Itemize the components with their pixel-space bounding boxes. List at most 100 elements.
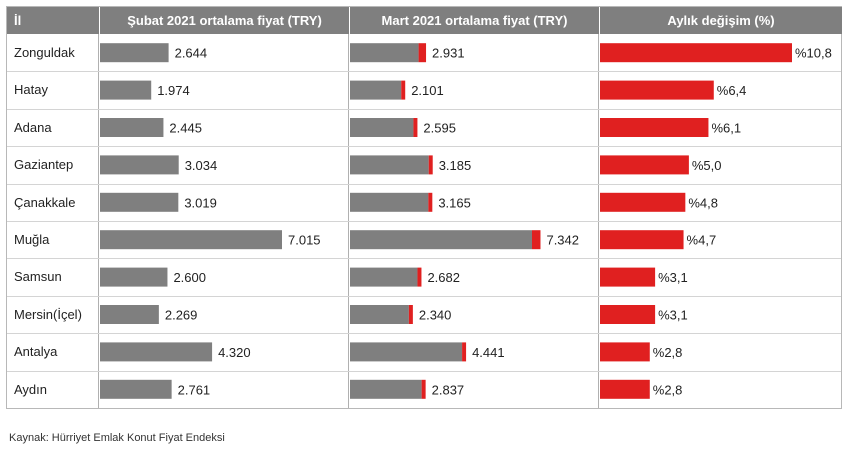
mar-price-label: 2.682 <box>427 270 460 285</box>
table-row: Antalya <box>7 333 841 370</box>
change-label: %2,8 <box>653 382 683 397</box>
mar-price-base-bar <box>350 80 402 100</box>
change-label: %6,4 <box>717 83 747 98</box>
change-label: %6,1 <box>711 121 741 136</box>
feb-price-label: 2.600 <box>173 270 206 285</box>
row-divider <box>7 108 841 110</box>
header-feb-price: Şubat 2021 ortalama fiyat (TRY) <box>99 7 349 34</box>
mar-price-base-bar <box>350 342 463 362</box>
mar-price-label: 3.185 <box>439 158 472 173</box>
table-row: Zonguldak <box>7 34 841 71</box>
bar-chart: 2.644 2.931 %10,8 1.974 2.101 %6,4 2.445 2.595%… <box>100 43 832 399</box>
change-bar <box>600 342 650 362</box>
change-bar <box>600 80 714 100</box>
mar-price-base-bar <box>350 230 532 250</box>
change-label: %3,1 <box>658 270 688 285</box>
mar-price-increase-bar <box>418 43 427 63</box>
province-name: Adana <box>14 119 52 135</box>
feb-price-bar <box>100 342 213 362</box>
header-province: İl <box>7 7 99 34</box>
feb-price-label: 4.320 <box>218 345 251 360</box>
change-bar <box>600 305 656 324</box>
row-divider <box>7 146 841 148</box>
row-divider <box>7 221 841 222</box>
feb-price-label: 7.015 <box>288 233 321 248</box>
feb-price-bar <box>100 305 159 324</box>
price-table: İl Şubat 2021 ortalama fiyat (TRY) Mart … <box>6 6 842 409</box>
change-bar <box>600 267 656 287</box>
row-divider <box>7 333 841 335</box>
table-row: Muğla <box>7 221 841 258</box>
change-label: %5,0 <box>692 158 722 173</box>
mar-price-label: 2.101 <box>411 83 444 98</box>
province-name: Samsun <box>14 269 62 285</box>
feb-price-label: 2.269 <box>165 308 198 323</box>
mar-price-increase-bar <box>428 192 433 212</box>
mar-price-increase-bar <box>421 379 426 399</box>
mar-price-label: 2.931 <box>432 46 465 61</box>
change-label: %3,1 <box>658 308 688 323</box>
row-divider <box>7 71 841 73</box>
mar-price-label: 4.441 <box>472 345 505 360</box>
mar-price-base-bar <box>350 118 414 137</box>
table-row: Çanakkale <box>7 184 841 221</box>
mar-price-label: 3.165 <box>438 195 471 210</box>
mar-price-increase-bar <box>413 118 418 137</box>
feb-price-bar <box>100 118 164 137</box>
province-name: Aydın <box>14 381 48 397</box>
change-label: %4,8 <box>688 195 718 210</box>
change-label: %4,7 <box>687 233 717 248</box>
feb-price-bar <box>100 155 179 175</box>
mar-price-label: 2.340 <box>419 308 452 323</box>
mar-price-base-bar <box>350 379 422 399</box>
change-bar <box>600 230 684 250</box>
change-bar <box>600 118 709 137</box>
mar-price-increase-bar <box>532 230 541 250</box>
feb-price-bar <box>100 43 169 63</box>
table-row: Gaziantep <box>7 146 841 183</box>
table-row: Aydın <box>7 371 841 408</box>
feb-price-label: 2.761 <box>178 382 211 397</box>
feb-price-label: 3.034 <box>185 158 218 173</box>
header-monthly-change: Aylık değişim (%) <box>599 7 842 34</box>
mar-price-increase-bar <box>428 155 433 175</box>
change-bar <box>600 379 650 399</box>
province-name: Gaziantep <box>14 157 74 173</box>
feb-price-label: 3.019 <box>184 195 217 210</box>
mar-price-increase-bar <box>401 80 406 100</box>
table-row: Samsun <box>7 258 841 295</box>
feb-price-label: 1.974 <box>157 83 190 98</box>
feb-price-bar <box>100 379 172 399</box>
mar-price-base-bar <box>350 43 419 63</box>
change-bar <box>600 192 686 212</box>
header-mar-price: Mart 2021 ortalama fiyat (TRY) <box>349 7 599 34</box>
row-divider <box>7 295 841 297</box>
table-row: Hatay <box>7 71 841 108</box>
mar-price-base-bar <box>350 267 418 287</box>
mar-price-label: 7.342 <box>546 233 579 248</box>
mar-price-increase-bar <box>417 267 422 287</box>
row-divider <box>7 370 841 372</box>
mar-price-base-bar <box>350 305 409 324</box>
province-name: Çanakkale <box>14 194 76 210</box>
feb-price-label: 2.644 <box>175 46 208 61</box>
table-row: Adana <box>7 109 841 146</box>
province-name: Zonguldak <box>14 45 75 60</box>
feb-price-bar <box>100 230 282 250</box>
change-label: %2,8 <box>653 345 683 360</box>
mar-price-label: 2.837 <box>432 382 465 397</box>
row-divider <box>7 183 841 185</box>
feb-price-bar <box>100 80 152 100</box>
feb-price-bar <box>100 267 168 287</box>
row-divider <box>7 258 841 260</box>
mar-price-base-bar <box>350 192 429 212</box>
feb-price-label: 2.445 <box>169 121 202 136</box>
province-name: Muğla <box>14 232 50 247</box>
table-row: Mersin(İçel) <box>7 296 841 333</box>
province-name: Mersin(İçel) <box>14 306 82 322</box>
mar-price-increase-bar <box>408 305 413 324</box>
mar-price-increase-bar <box>462 342 467 362</box>
change-bar <box>600 155 689 175</box>
province-name: Antalya <box>14 344 58 360</box>
province-name: Hatay <box>14 82 48 98</box>
